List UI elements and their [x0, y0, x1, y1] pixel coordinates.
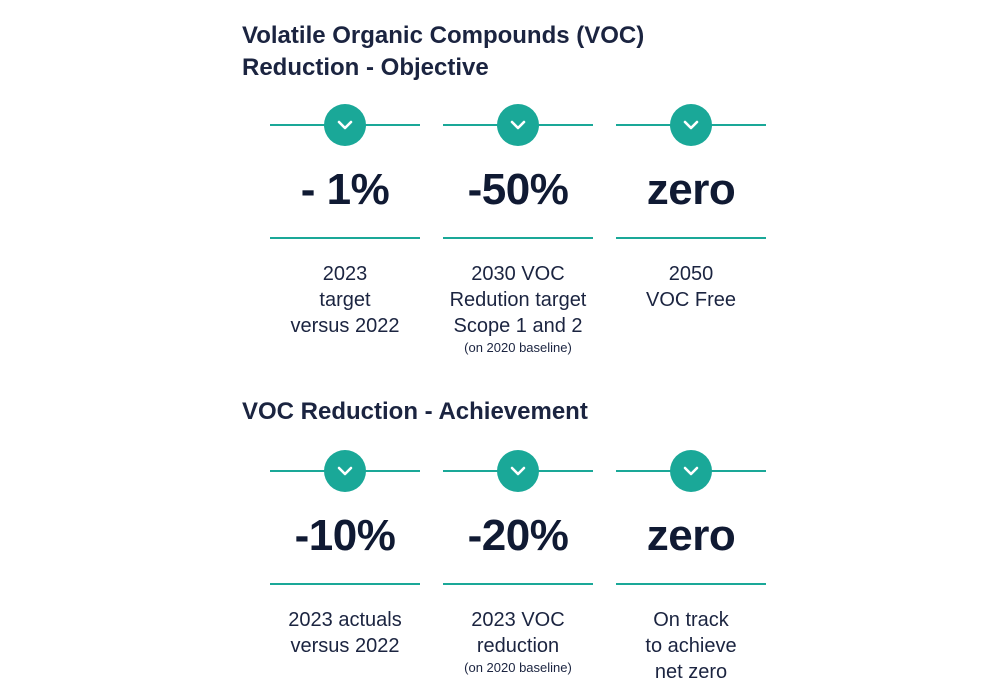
baseline-note: (on 2020 baseline)	[464, 340, 572, 355]
achievement-description: 2023 actuals versus 2022	[260, 607, 430, 659]
achievement-value: -10%	[294, 511, 396, 560]
achievement-card-net-zero: zero On track to achieve net zero	[616, 450, 766, 683]
divider-bottom	[443, 583, 593, 585]
description-line: VOC Free	[645, 289, 737, 311]
description-line: reduction	[476, 635, 560, 657]
divider-bottom	[616, 237, 766, 239]
achievement-title: VOC Reduction - Achievement	[242, 396, 588, 428]
baseline-note: (on 2020 baseline)	[464, 660, 572, 675]
description-line: Redution target	[449, 289, 587, 311]
description-line: 2023	[322, 263, 368, 285]
chevron-down-icon	[324, 450, 366, 492]
objective-card-2023: - 1% 2023 target versus 2022	[270, 104, 420, 337]
objective-description: 2030 VOC Redution target Scope 1 and 2 (…	[433, 261, 603, 357]
objective-value: - 1%	[300, 165, 390, 214]
objective-card-2030: -50% 2030 VOC Redution target Scope 1 an…	[443, 104, 593, 355]
achievement-card-actuals: -10% 2023 actuals versus 2022	[270, 450, 420, 670]
description-line: versus 2022	[290, 635, 400, 657]
chevron-down-icon	[497, 104, 539, 146]
chevron-down-icon	[497, 450, 539, 492]
objective-card-2050: zero 2050 VOC Free	[616, 104, 766, 324]
achievement-value: -20%	[467, 511, 569, 560]
objective-description: 2023 target versus 2022	[260, 261, 430, 339]
description-line: versus 2022	[290, 315, 400, 337]
description-line: 2050	[668, 263, 714, 285]
chevron-down-icon	[324, 104, 366, 146]
achievement-description: 2023 VOC reduction (on 2020 baseline)	[433, 607, 603, 677]
objective-value: zero	[646, 165, 736, 214]
description-line: Scope 1 and 2	[453, 315, 583, 337]
objective-title-line-2: Reduction - Objective	[242, 54, 489, 81]
objective-value: -50%	[467, 165, 569, 214]
description-line: net zero	[654, 661, 728, 683]
divider-bottom	[616, 583, 766, 585]
objective-title-line-1: Volatile Organic Compounds (VOC)	[242, 22, 645, 49]
chevron-down-icon	[670, 104, 712, 146]
achievement-card-reduction: -20% 2023 VOC reduction (on 2020 baselin…	[443, 450, 593, 675]
chevron-down-icon	[670, 450, 712, 492]
description-line: 2023 actuals	[288, 609, 402, 631]
achievement-value: zero	[646, 511, 736, 560]
objective-description: 2050 VOC Free	[606, 261, 776, 313]
objective-title: Volatile Organic Compounds (VOC) Reducti…	[242, 20, 644, 84]
achievement-description: On track to achieve net zero	[606, 607, 776, 685]
description-line: target	[319, 289, 371, 311]
description-line: 2030 VOC	[471, 263, 565, 285]
description-line: 2023 VOC	[471, 609, 565, 631]
divider-bottom	[270, 583, 420, 585]
divider-bottom	[270, 237, 420, 239]
description-line: On track	[653, 609, 729, 631]
divider-bottom	[443, 237, 593, 239]
achievement-title-line-1: VOC Reduction - Achievement	[242, 398, 588, 425]
description-line: to achieve	[645, 635, 737, 657]
